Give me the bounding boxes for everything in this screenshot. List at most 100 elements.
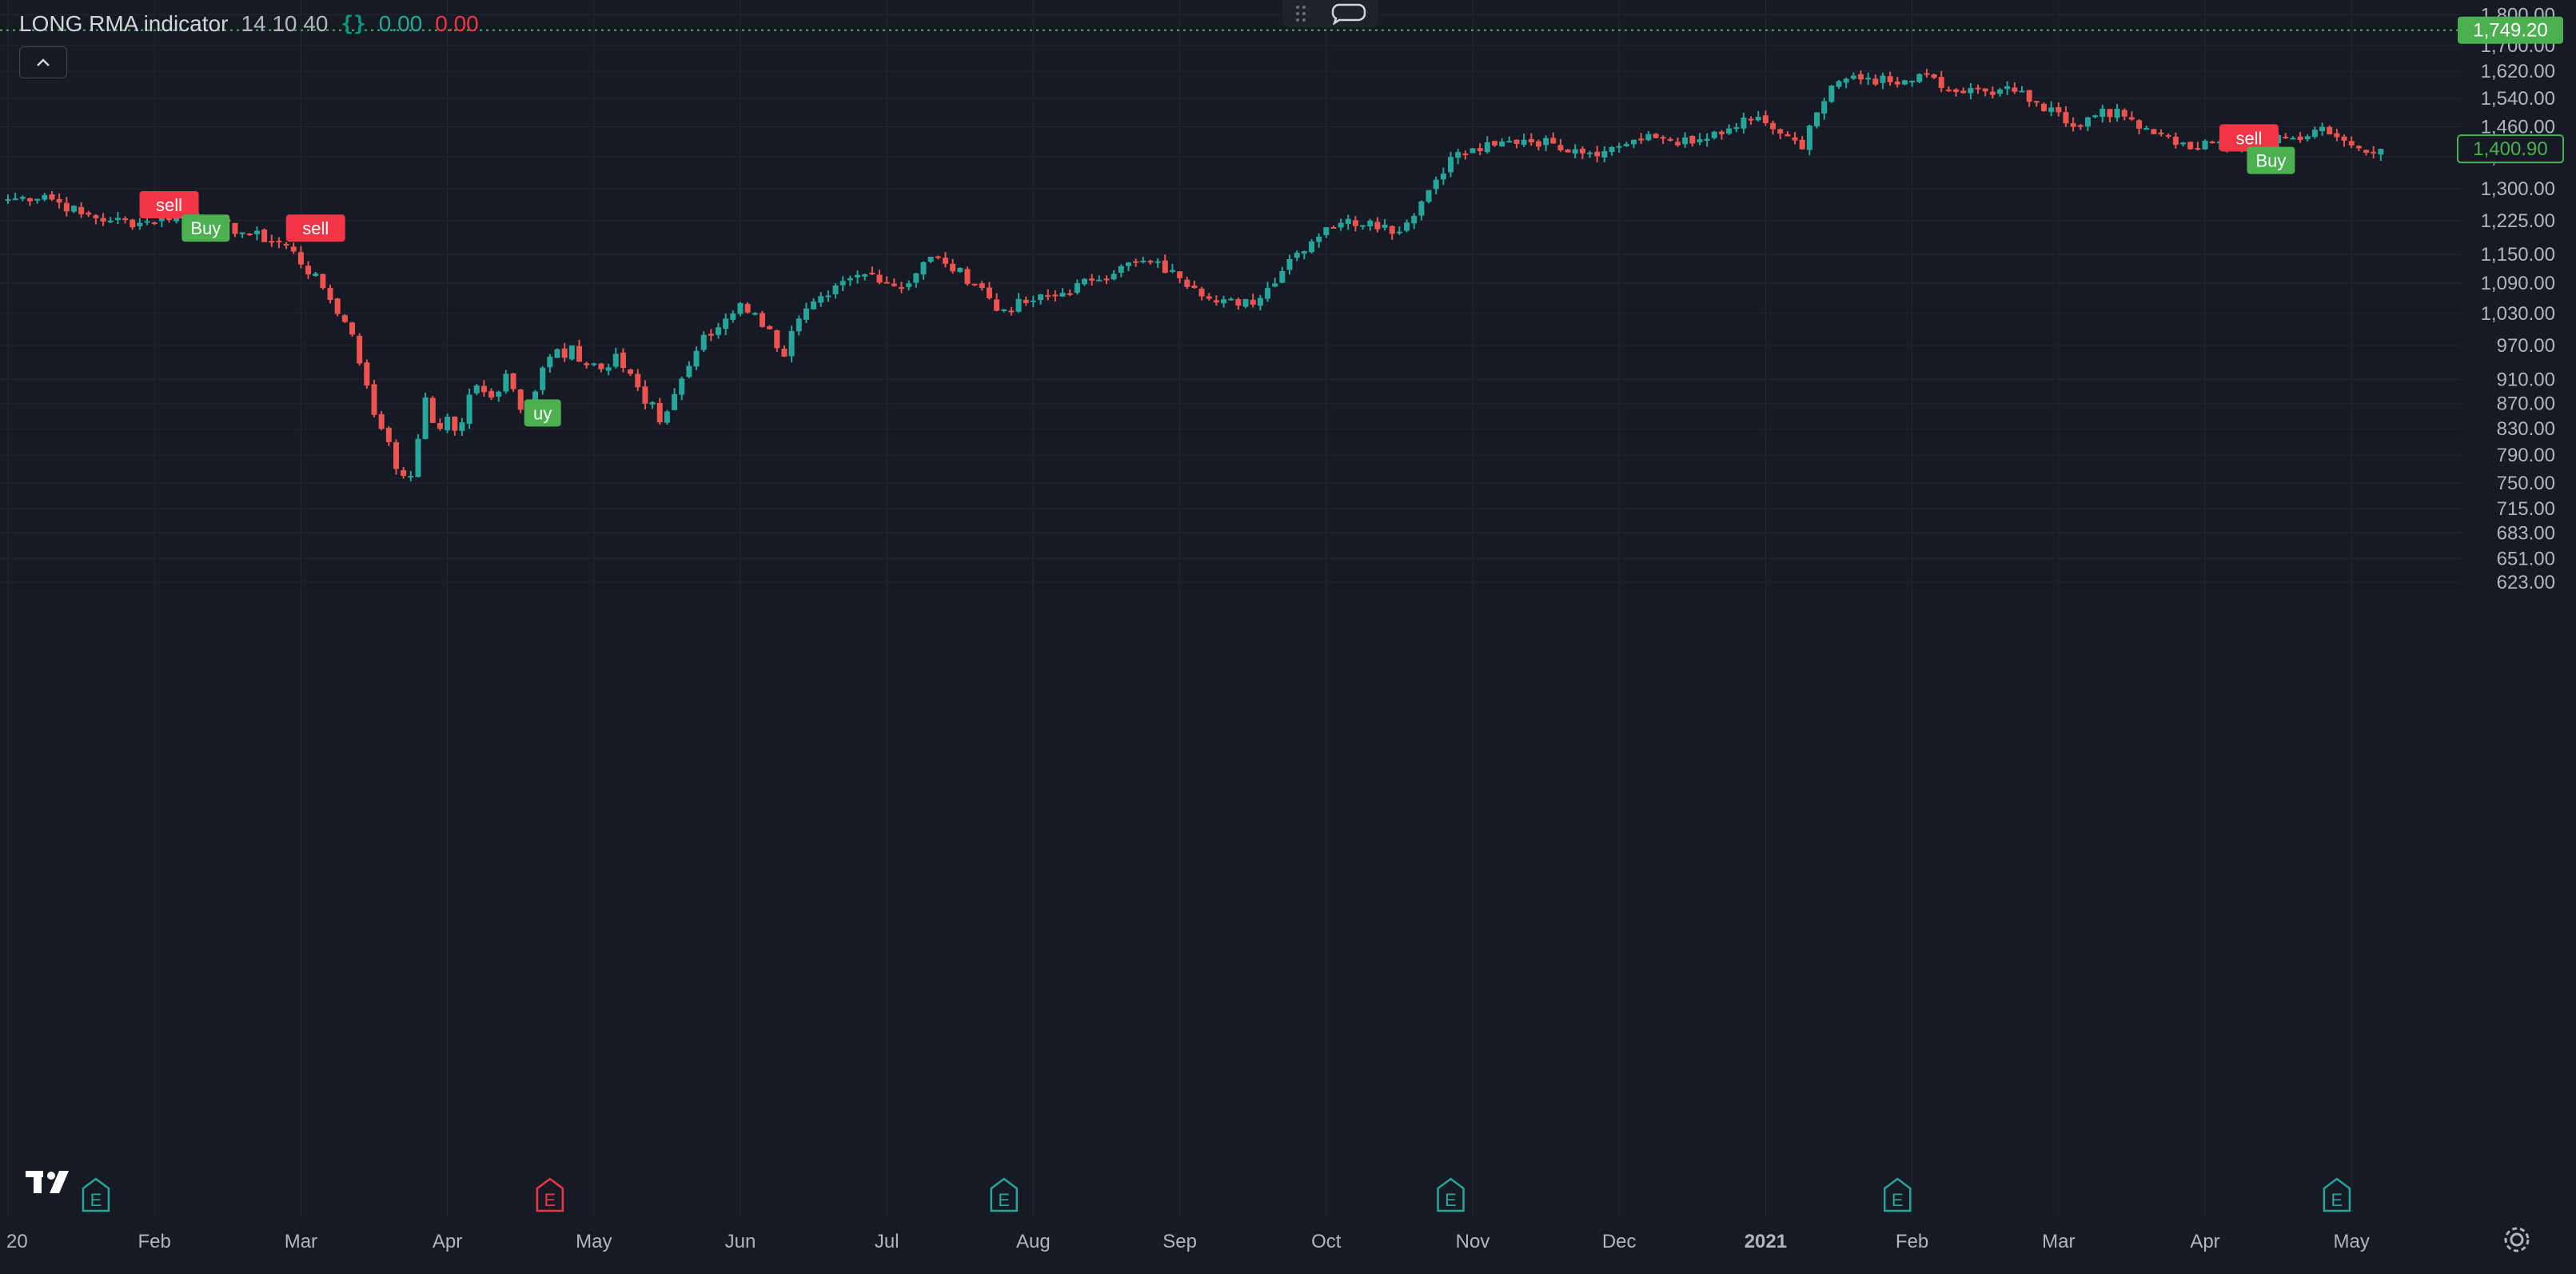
earnings-label: E: [1445, 1190, 1457, 1210]
candle: [1623, 142, 1629, 147]
candle: [2151, 129, 2157, 135]
candle: [1850, 72, 1856, 80]
candle: [1235, 298, 1242, 310]
candle: [1294, 250, 1300, 262]
collapse-legend-button[interactable]: [19, 46, 67, 78]
price-axis-label: 910.00: [2497, 369, 2555, 391]
candle: [2143, 126, 2150, 130]
candle: [283, 242, 289, 250]
candle: [2128, 111, 2135, 121]
candle: [1741, 112, 1747, 134]
candle: [1587, 150, 1593, 158]
candle: [774, 329, 780, 353]
indicator-legend[interactable]: LONG RMA indicator 14 10 40 {} 0.00 0.00: [19, 8, 479, 40]
candle: [1777, 128, 1784, 140]
candle: [2378, 148, 2384, 162]
candle: [1440, 167, 1446, 186]
time-axis-label: Jul: [875, 1231, 899, 1252]
candle: [1242, 298, 1249, 309]
candle: [1221, 295, 1227, 308]
indicator-name[interactable]: LONG RMA indicator: [19, 11, 229, 36]
earnings-label: E: [90, 1190, 102, 1210]
time-axis-label: May: [576, 1231, 612, 1252]
candle: [1843, 77, 1849, 89]
candle: [1968, 82, 1974, 100]
candle: [1154, 258, 1161, 268]
candle: [2026, 90, 2032, 107]
candle: [723, 314, 729, 335]
candle: [1660, 135, 1666, 145]
price-axis-label: 1,030.00: [2481, 303, 2555, 325]
candle: [1513, 139, 1520, 149]
candle: [26, 198, 33, 206]
candle: [913, 273, 919, 288]
candle: [1206, 293, 1212, 301]
candle: [151, 221, 158, 226]
earnings-e-icon[interactable]: E: [536, 1177, 564, 1212]
candle: [488, 388, 495, 401]
source-code-icon[interactable]: {}: [341, 12, 366, 36]
candle: [1945, 86, 1952, 93]
candle: [2311, 126, 2318, 139]
candle: [1792, 132, 1798, 145]
candle: [1103, 275, 1110, 285]
candle: [445, 413, 451, 433]
candle: [1030, 295, 1036, 308]
earnings-e-icon[interactable]: E: [2323, 1177, 2351, 1212]
candle: [385, 425, 392, 446]
indicator-params: 14 10 40: [241, 11, 329, 36]
earnings-e-icon[interactable]: E: [1884, 1177, 1912, 1212]
candle: [825, 290, 831, 302]
candle: [34, 198, 41, 204]
time-axis[interactable]: 20 Feb Mar Apr May Jun Jul Aug Sep Oct Nov Dec 2021 F…: [6, 1231, 2370, 1252]
price-axis-label: 683.00: [2497, 523, 2555, 545]
earnings-e-icon[interactable]: E: [82, 1177, 110, 1212]
candle: [517, 389, 524, 413]
earnings-e-icon[interactable]: E: [1437, 1177, 1465, 1212]
candle: [839, 276, 846, 291]
candle: [1645, 130, 1652, 142]
candle: [2327, 125, 2333, 135]
indicator-value-1: 0.00: [378, 11, 423, 36]
candle: [78, 202, 85, 218]
candle: [1528, 133, 1534, 146]
price-axis-label: 830.00: [2497, 418, 2555, 440]
candle: [656, 397, 663, 425]
candle: [1052, 290, 1059, 302]
candle: [811, 298, 817, 310]
candle: [1755, 110, 1761, 122]
signal-label-text: Buy: [2255, 151, 2286, 171]
candle: [1997, 87, 2004, 97]
tradingview-logo[interactable]: [24, 1168, 75, 1195]
candle: [422, 393, 429, 440]
candle: [1674, 137, 1681, 147]
candle: [781, 345, 788, 357]
candle: [253, 226, 260, 241]
speech-bubble-icon[interactable]: [1331, 2, 1366, 25]
candle: [327, 284, 333, 304]
floating-toolbar[interactable]: [1282, 0, 1378, 27]
candle: [1140, 257, 1146, 264]
earnings-label: E: [998, 1190, 1010, 1210]
candle: [759, 310, 765, 328]
gear-icon[interactable]: [2499, 1222, 2534, 1257]
candle: [1330, 225, 1337, 229]
earnings-e-icon[interactable]: E: [990, 1177, 1019, 1212]
candle: [1557, 138, 1564, 152]
candle: [1894, 76, 1900, 88]
candle: [1228, 297, 1234, 301]
candle: [540, 365, 546, 395]
candle: [70, 205, 77, 214]
price-axis[interactable]: 1,800.001,700.001,620.001,540.001,460.00…: [2481, 5, 2555, 593]
candle: [2158, 129, 2164, 137]
candle: [1382, 218, 1388, 231]
candle: [2092, 114, 2099, 118]
grid-lines: [0, 0, 2461, 1216]
time-axis-label: Jun: [725, 1231, 756, 1252]
drag-handle-icon[interactable]: [1294, 2, 1307, 25]
candle: [1704, 133, 1710, 147]
candle: [1931, 74, 1937, 79]
